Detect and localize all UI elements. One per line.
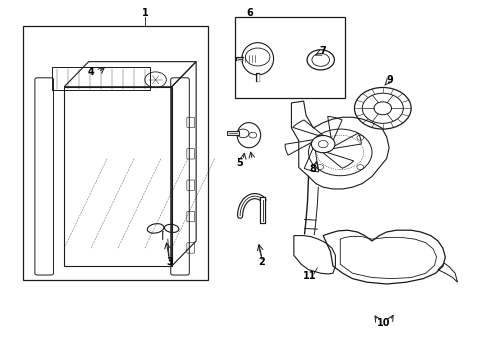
Text: 9: 9 bbox=[386, 75, 393, 85]
Text: 7: 7 bbox=[320, 46, 326, 56]
Bar bbox=[52, 67, 150, 90]
Bar bbox=[23, 26, 208, 280]
Circle shape bbox=[312, 135, 335, 153]
Text: 6: 6 bbox=[246, 8, 253, 18]
Text: 1: 1 bbox=[142, 8, 148, 18]
Bar bbox=[235, 17, 345, 98]
Text: 11: 11 bbox=[303, 271, 317, 281]
Text: 5: 5 bbox=[237, 158, 244, 168]
Text: 2: 2 bbox=[259, 257, 266, 267]
Bar bbox=[64, 87, 172, 266]
Text: 10: 10 bbox=[377, 319, 391, 328]
Text: 8: 8 bbox=[309, 164, 316, 174]
Text: 3: 3 bbox=[166, 257, 172, 267]
Text: 4: 4 bbox=[88, 67, 95, 77]
